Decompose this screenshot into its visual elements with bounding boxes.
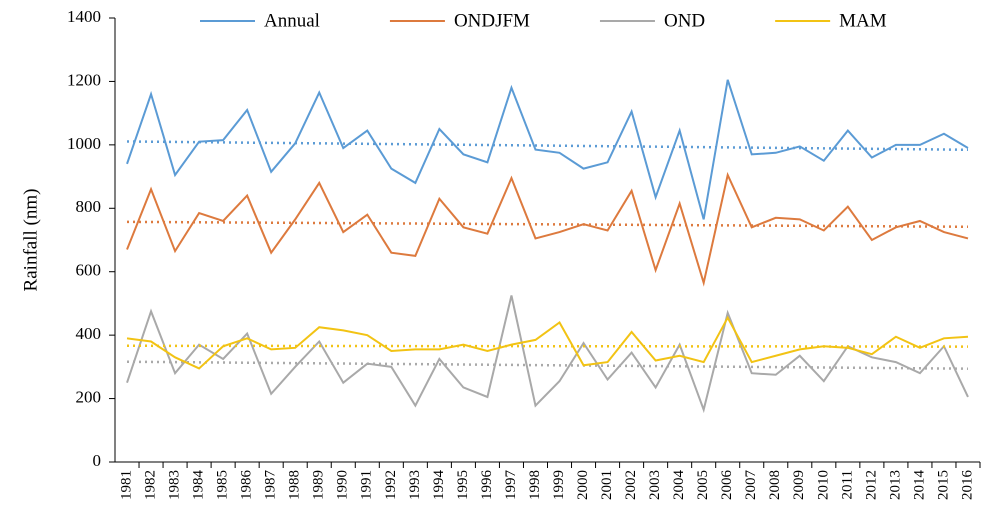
x-tick-label: 1987 <box>263 470 279 501</box>
legend-label: OND <box>664 10 705 31</box>
trend-line <box>127 220 968 229</box>
x-tick-label: 2006 <box>719 470 735 501</box>
y-tick-label: 600 <box>76 261 102 280</box>
y-tick-label: 1400 <box>67 7 101 26</box>
x-tick-label: 1994 <box>431 470 447 501</box>
y-tick-label: 200 <box>76 387 102 406</box>
x-tick-label: 1999 <box>551 470 567 500</box>
x-tick-label: 1982 <box>142 470 158 500</box>
x-tick-label: 1983 <box>167 470 183 500</box>
x-tick-label: 2010 <box>815 470 831 500</box>
x-tick-label: 2013 <box>887 470 903 500</box>
trend-line <box>127 360 968 370</box>
x-tick-label: 1981 <box>118 470 134 500</box>
x-tick-label: 2002 <box>623 470 639 500</box>
x-tick-label: 1993 <box>407 470 423 500</box>
legend-label: Annual <box>264 10 320 31</box>
x-tick-label: 1992 <box>383 470 399 500</box>
trend-line <box>127 344 968 348</box>
x-tick-label: 1988 <box>287 470 303 500</box>
y-tick-label: 1200 <box>67 70 101 89</box>
x-tick-label: 1990 <box>335 470 351 500</box>
x-tick-label: 2008 <box>767 470 783 500</box>
x-tick-label: 2003 <box>647 470 663 500</box>
x-tick-label: 1985 <box>215 470 231 500</box>
x-tick-label: 1989 <box>311 470 327 500</box>
legend-label: ONDJFM <box>454 10 530 31</box>
x-tick-label: 2016 <box>959 470 975 501</box>
series-line <box>126 171 969 287</box>
y-tick-label: 0 <box>93 451 102 470</box>
trend-line <box>127 140 968 152</box>
x-tick-label: 1996 <box>479 470 495 501</box>
x-tick-label: 2012 <box>863 470 879 500</box>
x-tick-label: 1997 <box>503 470 519 501</box>
x-tick-label: 1995 <box>455 470 471 500</box>
series-line <box>126 315 969 370</box>
x-tick-label: 1986 <box>239 470 255 501</box>
y-tick-label: 400 <box>76 324 102 343</box>
x-tick-label: 2001 <box>599 470 615 500</box>
x-tick-label: 1991 <box>359 470 375 500</box>
series-line <box>126 295 969 414</box>
x-tick-label: 2009 <box>791 470 807 500</box>
series-line <box>126 79 969 220</box>
x-tick-label: 1998 <box>527 470 543 500</box>
y-axis-label: Rainfall (nm) <box>20 189 41 292</box>
x-tick-label: 2014 <box>911 470 927 501</box>
x-tick-label: 2005 <box>695 470 711 500</box>
x-tick-label: 1984 <box>191 470 207 501</box>
x-tick-label: 2004 <box>671 470 687 501</box>
y-tick-label: 1000 <box>67 134 101 153</box>
legend-label: MAM <box>839 10 887 31</box>
x-tick-label: 2015 <box>935 470 951 500</box>
y-tick-label: 800 <box>76 197 102 216</box>
x-tick-label: 2000 <box>575 470 591 500</box>
x-tick-label: 2011 <box>839 470 855 499</box>
x-tick-label: 2007 <box>743 470 759 501</box>
